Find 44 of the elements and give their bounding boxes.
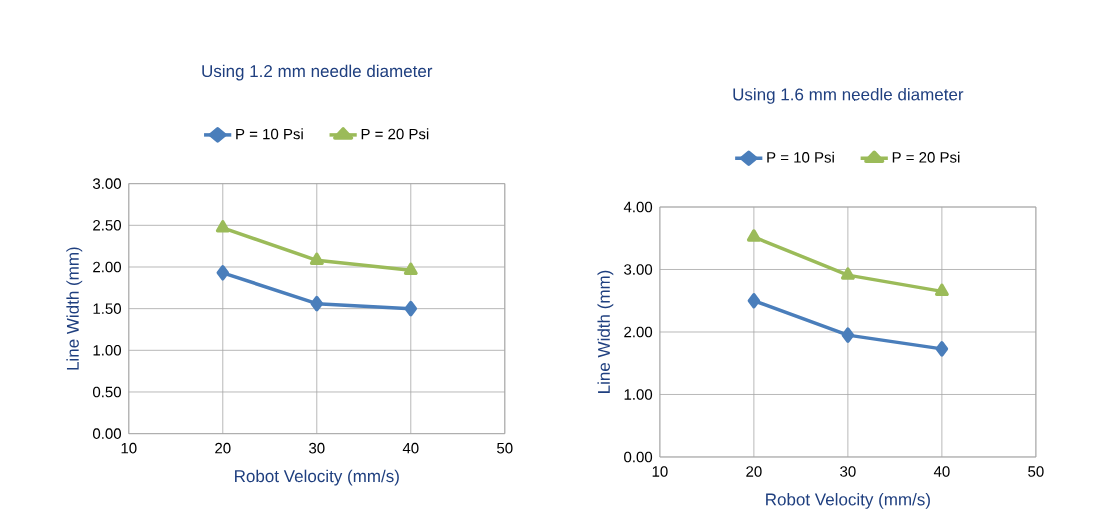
y-tick-label: 4.00 [623, 201, 653, 213]
x-tick-label: 20 [746, 466, 762, 477]
y-tick-label: 1.00 [624, 389, 653, 400]
y-tick-label: 2.50 [93, 220, 121, 231]
chart-title: Using 1.6 mm needle diameter [733, 87, 964, 104]
x-tick-label: 30 [840, 466, 856, 477]
x-tick-label: 10 [121, 442, 137, 454]
x-tick-label: 40 [933, 466, 950, 477]
y-tick-label: 0.00 [92, 428, 121, 439]
x-tick-label: 20 [215, 442, 231, 454]
y-tick-label: 0.50 [92, 386, 121, 398]
point [309, 252, 324, 266]
point [841, 327, 855, 343]
legend-label: P = 10 Psi [767, 151, 834, 163]
y-tick-label: 1.00 [93, 345, 121, 356]
y-tick-label: 1.50 [93, 303, 121, 314]
point [746, 229, 761, 242]
point [840, 267, 855, 280]
point [404, 300, 418, 317]
x-tick-label: 50 [497, 442, 513, 454]
y-tick-label: 3.00 [624, 264, 653, 275]
point [310, 295, 324, 312]
point [216, 265, 230, 281]
legend-label: P = 20 Psi [361, 128, 429, 140]
legend-label: P = 10 Psi [236, 128, 303, 140]
y-tick-label: 0.00 [624, 451, 653, 463]
y-axis-title: Line Width (mm) [597, 270, 614, 393]
point [403, 262, 418, 276]
point [747, 292, 761, 309]
y-tick-label: 2.00 [624, 326, 653, 338]
x-axis-title: Robot Velocity (mm/s) [235, 469, 399, 486]
point [934, 283, 949, 297]
x-tick-label: 50 [1028, 466, 1044, 477]
x-axis-title: Robot Velocity (mm/s) [766, 493, 930, 509]
y-tick-label: 3.00 [92, 178, 121, 189]
chart-title: Using 1.2 mm needle diameter [202, 64, 433, 81]
x-tick-label: 10 [652, 466, 668, 477]
y-axis-title: Line Width (mm) [66, 247, 83, 370]
legend-label: P = 20 Psi [892, 151, 960, 163]
x-tick-label: 40 [402, 442, 419, 454]
point [935, 341, 949, 357]
x-tick-label: 30 [309, 442, 325, 454]
y-tick-label: 2.00 [93, 261, 121, 273]
point [215, 220, 230, 233]
